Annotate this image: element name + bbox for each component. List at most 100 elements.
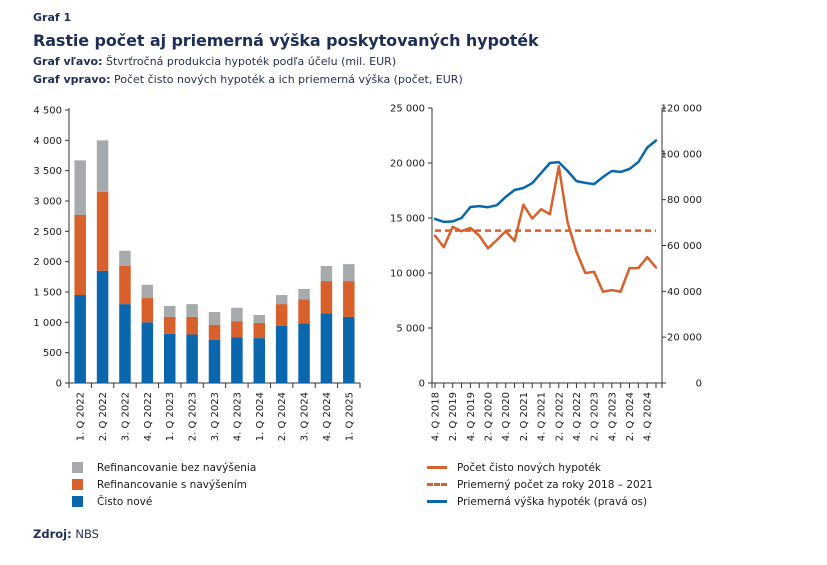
legend-label: Počet čisto nových hypoték [457,461,601,474]
y-tick-label: 3 000 [33,197,62,208]
right-y-tick-label: 100 000 [661,149,702,160]
right-y-tick-label: 0 [696,379,702,390]
figure-label: Graf 1 [33,11,72,24]
x-tick-label: 2. Q 2022 [98,392,109,441]
subtitle-left-label: Graf vľavo: [33,55,103,68]
x-tick-label: 4. Q 2019 [466,392,477,441]
bar-segment [320,313,333,383]
x-tick-label: 2. Q 2019 [448,392,459,441]
left-y-tick-label: 0 [419,379,425,390]
x-tick-label: 2. Q 2023 [590,392,601,441]
legend-left: Refinancovanie bez navýšenia Refinancova… [72,459,256,510]
bar-segment [163,316,176,334]
bar-segment [320,265,333,282]
bar-segment [343,264,355,282]
bar-segment [298,299,310,324]
bar-segment [275,295,288,305]
legend-item-refi-s: Refinancovanie s navýšením [72,476,256,493]
x-tick-label: 3. Q 2022 [120,392,131,441]
x-tick-label: 3. Q 2023 [210,392,221,441]
legend-right: Počet čisto nových hypoték Priemerný poč… [427,459,653,510]
legend-label: Refinancovanie s navýšením [97,478,247,491]
y-tick-label: 4 000 [33,136,62,147]
x-tick-label: 4. Q 2024 [322,392,333,441]
bar-segment [96,270,109,383]
x-tick-label: 1. Q 2023 [165,392,176,441]
bar-segment [74,160,86,215]
x-tick-label: 2. Q 2024 [625,392,636,441]
bar-segment [343,281,355,317]
legend-swatch-orange [72,479,83,490]
bar-segment [74,295,86,383]
bar-segment [298,288,310,300]
y-tick-label: 500 [43,348,62,359]
source-note: Zdroj: NBS [33,527,99,541]
x-tick-label: 4. Q 2021 [537,392,548,441]
source-text: NBS [71,527,99,541]
legend-item-cisto-nove: Čisto nové [72,493,256,510]
legend-item-refi-bez: Refinancovanie bez navýšenia [72,459,256,476]
legend-line-blue [427,500,447,503]
right-y-tick-label: 20 000 [667,333,702,344]
bar-segment [186,334,198,383]
bar-segment [74,214,86,296]
avg-amount-line [433,139,658,224]
legend-line-orange [427,466,447,469]
x-tick-label: 2. Q 2023 [188,392,199,441]
x-tick-label: 1. Q 2024 [255,392,266,441]
right-y-tick-label: 120 000 [661,104,702,115]
bar-segment [163,305,176,317]
bar-segment [231,337,243,383]
bar-segment [298,323,310,383]
left-bar-chart: 0 500 1 000 1 500 2 000 2 500 3 000 3 500 4 000 4… [33,106,361,441]
bar-segment [119,304,131,383]
bar-segment [320,281,333,314]
x-tick-label: 2. Q 2022 [554,392,565,441]
bar-segment [231,307,243,322]
subtitle-right-text: Počet čisto nových hypoték a ich priemer… [110,73,463,86]
x-tick-label: 4. Q 2022 [572,392,583,441]
new-mortgages-count-line [433,165,658,293]
bar-segment [208,324,221,340]
right-y-tick-label: 80 000 [667,195,702,206]
right-y-tick-label: 40 000 [667,287,702,298]
bar-segment [253,338,266,383]
bar-segment [163,333,176,383]
left-y-tick-label: 10 000 [390,269,425,280]
chart-title: Rastie počet aj priemerná výška poskytov… [33,31,539,50]
x-tick-label: 4. Q 2020 [501,392,512,441]
legend-item-pocet: Počet čisto nových hypoték [427,459,653,476]
y-tick-label: 3 500 [33,166,62,177]
legend-label: Priemerný počet za roky 2018 – 2021 [457,478,654,491]
left-y-tick-label: 15 000 [390,214,425,225]
y-tick-label: 2 000 [33,257,62,268]
x-tick-label: 2. Q 2021 [519,392,530,441]
x-tick-label: 4. Q 2022 [143,392,154,441]
legend-swatch-gray [72,462,83,473]
bar-segment [141,298,154,323]
subtitle-right: Graf vpravo: Počet čisto nových hypoték … [33,73,463,86]
x-tick-label: 4. Q 2023 [607,392,618,441]
y-tick-label: 0 [56,379,62,390]
left-y-tick-label: 25 000 [390,104,425,115]
x-tick-label: 4. Q 2023 [232,392,243,441]
legend-label: Refinancovanie bez navýšenia [97,461,257,474]
x-tick-label: 2. Q 2024 [277,392,288,441]
bar-segment [231,321,243,338]
bar-segment [119,250,131,266]
bar-segment [253,315,266,323]
subtitle-right-label: Graf vpravo: [33,73,111,86]
left-y-tick-label: 5 000 [396,324,425,335]
x-tick-label: 4. Q 2024 [643,392,654,441]
x-tick-label: 1. Q 2025 [344,392,355,441]
y-tick-label: 2 500 [33,227,62,238]
bar-segment [186,316,198,335]
bar-segment [141,284,154,299]
bar-segment [275,304,288,326]
subtitle-left-text: Štvrťročná produkcia hypoték podľa účelu… [102,55,397,68]
legend-item-priemerny-pocet: Priemerný počet za roky 2018 – 2021 [427,476,653,493]
x-tick-label: 2. Q 2020 [484,392,495,441]
subtitle-left: Graf vľavo: Štvrťročná produkcia hypoték… [33,55,396,68]
x-tick-label: 3. Q 2024 [300,392,311,441]
bar-segment [208,312,221,325]
